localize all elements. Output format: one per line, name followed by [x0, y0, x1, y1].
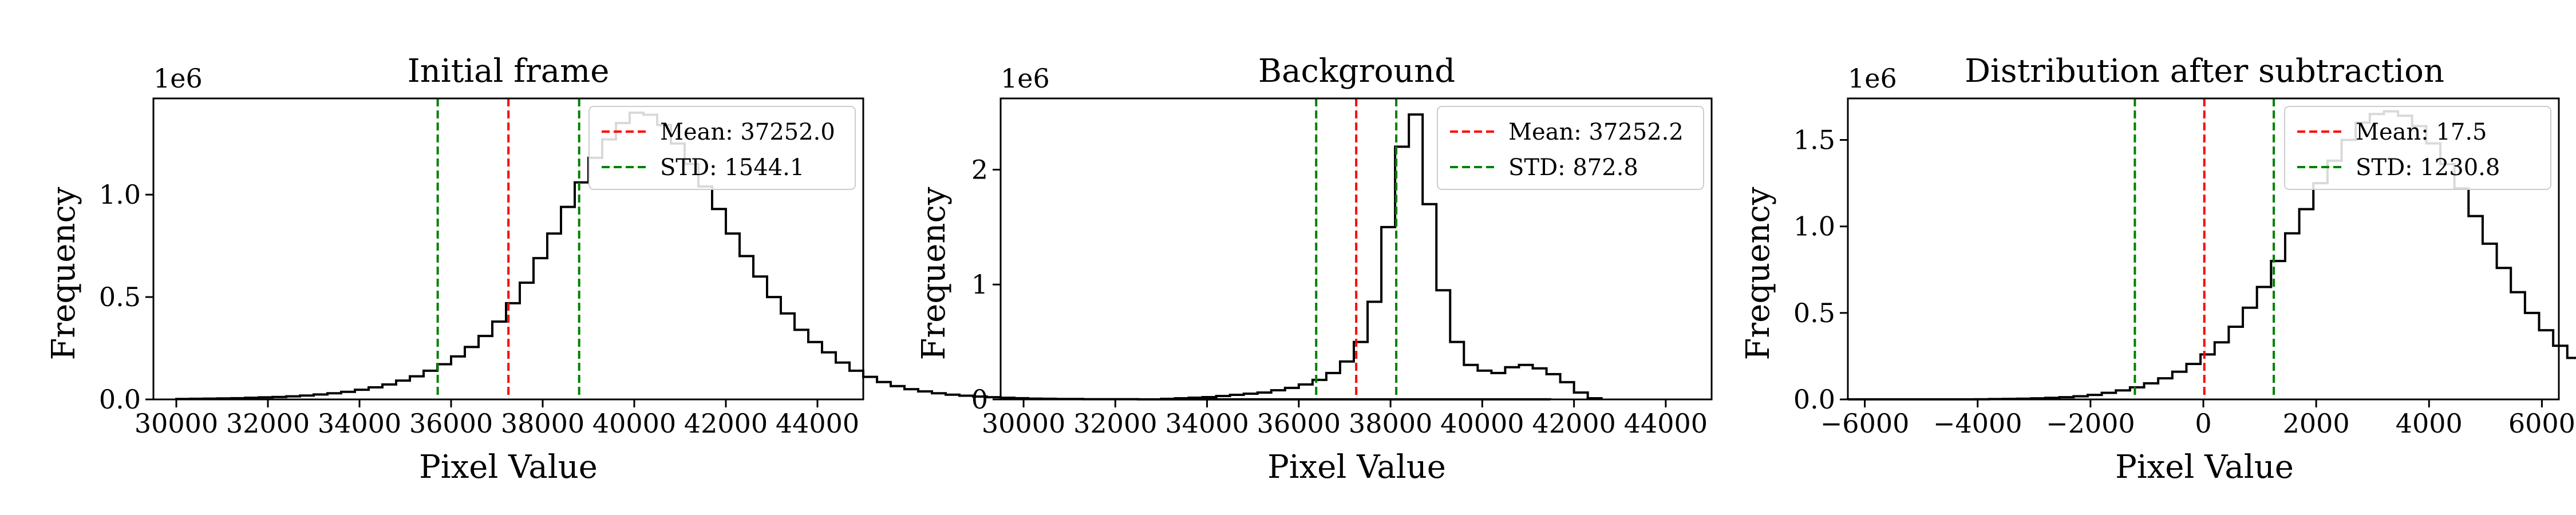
y-offset-label: 1e6	[153, 63, 203, 94]
legend: Mean: 37252.0 STD: 1544.1	[588, 106, 856, 190]
x-tick-label: 30000	[135, 408, 218, 439]
legend-box	[2284, 106, 2551, 190]
legend: Mean: 17.5 STD: 1230.8	[2284, 106, 2551, 190]
x-tick-label: 34000	[318, 408, 401, 439]
legend-entry-mean-label: Mean: 37252.2	[1508, 119, 1684, 145]
chart-title: Initial frame	[408, 53, 610, 90]
legend-box	[1437, 106, 1704, 190]
x-axis-label: Pixel Value	[419, 449, 598, 486]
x-tick-label: 40000	[1440, 408, 1524, 439]
x-tick-label: 30000	[982, 408, 1065, 439]
x-tick-label: 34000	[1165, 408, 1249, 439]
x-tick-label: 38000	[1349, 408, 1432, 439]
y-tick-label: 0	[971, 384, 988, 415]
chart-panel-initial-frame: Initial frame 1e6 Frequency Pixel Value …	[45, 53, 1551, 486]
y-tick-label: 1.0	[99, 179, 141, 210]
y-axis-label: Frequency	[45, 187, 82, 360]
x-tick-label: −4000	[1933, 408, 2022, 439]
chart-title: Background	[1258, 53, 1455, 90]
legend-entry-mean-label: Mean: 17.5	[2356, 119, 2487, 145]
x-tick-label: 32000	[226, 408, 310, 439]
legend-entry-mean-label: Mean: 37252.0	[660, 119, 835, 145]
x-tick-label: 36000	[1257, 408, 1341, 439]
y-offset-label: 1e6	[1848, 63, 1897, 94]
legend-entry-std-label: STD: 1544.1	[660, 154, 804, 181]
plot-area: −6000 −4000 −2000 0 2000 4000 6000 0.0 0.5 1.0 1.5…	[1793, 97, 2576, 439]
x-tick-label: −2000	[2046, 408, 2135, 439]
legend: Mean: 37252.2 STD: 872.8	[1437, 106, 1704, 190]
x-tick-label: 40000	[592, 408, 676, 439]
y-axis-label: Frequency	[915, 187, 953, 360]
x-tick-label: 0	[2195, 408, 2211, 439]
y-tick-label: 0.5	[1793, 298, 1835, 328]
x-tick-label: 44000	[776, 408, 859, 439]
y-tick-label: 1.0	[1793, 211, 1835, 242]
legend-entry-std-label: STD: 872.8	[1508, 154, 1638, 181]
x-tick-label: 42000	[1532, 408, 1615, 439]
x-tick-label: 42000	[684, 408, 768, 439]
y-tick-label: 0.0	[1793, 384, 1835, 415]
x-tick-label: 32000	[1073, 408, 1157, 439]
x-tick-label: 2000	[2283, 408, 2350, 439]
y-offset-label: 1e6	[1001, 63, 1050, 94]
legend-box	[588, 106, 856, 190]
x-tick-label: 4000	[2396, 408, 2463, 439]
legend-entry-std-label: STD: 1230.8	[2356, 154, 2500, 181]
x-tick-label: −6000	[1820, 408, 1910, 439]
axes-frame	[999, 97, 1713, 401]
x-axis-label: Pixel Value	[2115, 449, 2294, 486]
chart-panel-background: Background 1e6 Frequency Pixel Value 300…	[915, 53, 1713, 486]
plot-area: 30000 32000 34000 36000 38000 40000 42000 44000…	[971, 97, 1713, 439]
x-tick-label: 36000	[409, 408, 493, 439]
x-tick-label: 38000	[501, 408, 584, 439]
y-tick-label: 1.5	[1793, 125, 1835, 156]
axes-frame	[152, 97, 864, 401]
x-axis-label: Pixel Value	[1267, 449, 1446, 486]
chart-title: Distribution after subtraction	[1965, 53, 2444, 90]
y-tick-label: 1	[971, 269, 988, 300]
plot-area: 30000 32000 34000 36000 38000 40000 42000 44000…	[99, 97, 1551, 439]
x-tick-label: 6000	[2508, 408, 2575, 439]
y-axis-label: Frequency	[1740, 187, 1777, 360]
x-tick-label: 44000	[1624, 408, 1708, 439]
chart-panel-after-subtraction: Distribution after subtraction 1e6 Frequ…	[1740, 53, 2576, 486]
histogram-outline	[1160, 113, 1603, 400]
y-tick-label: 0.5	[99, 282, 141, 312]
y-tick-label: 2	[971, 154, 988, 185]
y-tick-label: 0.0	[99, 384, 141, 415]
